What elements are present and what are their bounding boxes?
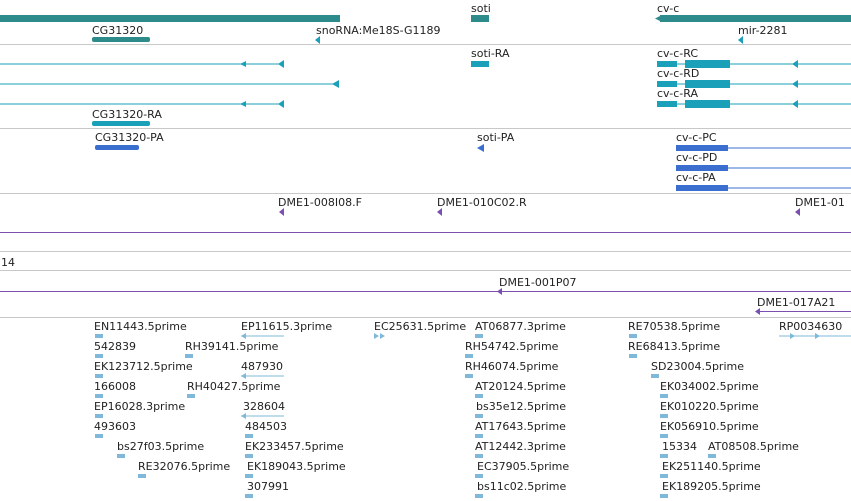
protein-cv-c-pa[interactable] [676, 185, 728, 191]
est-label: AT20124.5prime [475, 380, 566, 393]
est-labels: EN11443.5prime EP11615.3prime EC25631.5p… [94, 320, 842, 493]
est-label: bs11c02.5prime [477, 480, 567, 493]
est-label: AT06877.3prime [475, 320, 566, 333]
transcript-cv-c-ra[interactable] [685, 100, 730, 108]
est-label: RE32076.5prime [138, 460, 230, 473]
gene-label-soti: soti [471, 2, 491, 15]
protein-cv-c-pc[interactable] [676, 145, 728, 151]
est-label: EN11443.5prime [94, 320, 187, 333]
label-clone-3: DME1-01 [795, 196, 845, 209]
est-label: bs27f03.5prime [117, 440, 204, 453]
est-label: AT17643.5prime [475, 420, 566, 433]
label-cv-c-rd: cv-c-RD [657, 67, 699, 80]
transcript-labels: soti-RA cv-c-RC cv-c-RD cv-c-RA CG31320-… [92, 47, 699, 121]
protein-soti-pa[interactable] [477, 144, 484, 152]
est-label: RH54742.5prime [465, 340, 559, 353]
protein-track [95, 144, 851, 191]
est-label: EK010220.5prime [660, 400, 759, 413]
gene-soti[interactable] [471, 15, 489, 22]
gene-label-cg31320: CG31320 [92, 24, 143, 37]
protein-cv-c-pd[interactable] [676, 165, 728, 171]
label-cg31320-ra: CG31320-RA [92, 108, 162, 121]
est-label: RH46074.5prime [465, 360, 559, 373]
est-label: 493603 [94, 420, 136, 433]
label-contig-2: DME1-017A21 [757, 296, 835, 309]
est-label: EP11615.3prime [241, 320, 332, 333]
est-track [95, 333, 851, 498]
est-label: RP0034630 [779, 320, 842, 333]
label-contig-1: DME1-001P07 [499, 276, 577, 289]
gene-track: soti cv-c CG31320 snoRNA:Me18S-G1189 mir… [0, 2, 851, 44]
clone-labels: DME1-008I08.F DME1-010C02.R DME1-01 14 D… [1, 196, 845, 309]
est-label: EK123712.5prime [94, 360, 193, 373]
label-cg31320-pa: CG31320-PA [95, 131, 164, 144]
est-label: RH39141.5prime [185, 340, 279, 353]
label-cv-c-pa: cv-c-PA [676, 171, 716, 184]
est-label: 542839 [94, 340, 136, 353]
gene-cv-c[interactable] [660, 15, 851, 22]
transcript-cv-c-rc[interactable] [685, 60, 730, 68]
label-soti-pa: soti-PA [477, 131, 515, 144]
label-cv-c-pd: cv-c-PD [676, 151, 717, 164]
transcript-cv-c-rd[interactable] [685, 80, 730, 88]
protein-labels: CG31320-PA soti-PA cv-c-PC cv-c-PD cv-c-… [95, 131, 717, 184]
gene-label-mir: mir-2281 [738, 24, 788, 37]
gene-label-snorna: snoRNA:Me18S-G1189 [316, 24, 440, 37]
clone-track [0, 208, 851, 315]
est-label: RE68413.5prime [628, 340, 720, 353]
est-label: RH40427.5prime [187, 380, 281, 393]
est-label: EK034002.5prime [660, 380, 759, 393]
est-label: EK189205.5prime [662, 480, 761, 493]
label-cv-c-rc: cv-c-RC [657, 47, 698, 60]
label-soti-ra: soti-RA [471, 47, 510, 60]
protein-cg31320-pa[interactable] [95, 145, 139, 150]
est-label: EP16028.3prime [94, 400, 185, 413]
transcript-soti-ra[interactable] [471, 61, 489, 67]
est-label: 487930 [241, 360, 283, 373]
est-label: AT12442.3prime [475, 440, 566, 453]
label-number: 14 [1, 256, 15, 269]
est-label: EC25631.5prime [374, 320, 466, 333]
est-label: 15334 [662, 440, 697, 453]
label-cv-c-pc: cv-c-PC [676, 131, 717, 144]
est-label: bs35e12.5prime [476, 400, 566, 413]
gene-bar-left[interactable] [0, 15, 340, 22]
transcript-cg31320-ra[interactable] [92, 121, 150, 126]
est-label: SD23004.5prime [651, 360, 744, 373]
est-label: EK251140.5prime [662, 460, 761, 473]
est-label: EK056910.5prime [660, 420, 759, 433]
gene-cg31320[interactable] [92, 37, 150, 42]
label-clone-1: DME1-008I08.F [278, 196, 362, 209]
transcript-track [0, 60, 851, 126]
label-cv-c-ra: cv-c-RA [657, 87, 698, 100]
est-label: AT08508.5prime [708, 440, 799, 453]
est-label: 307991 [247, 480, 289, 493]
label-clone-2: DME1-010C02.R [437, 196, 527, 209]
est-label: EK189043.5prime [247, 460, 346, 473]
est-label: 328604 [243, 400, 285, 413]
est-label: 484503 [245, 420, 287, 433]
gene-label-cv-c: cv-c [657, 2, 679, 15]
track-dividers [0, 44, 851, 318]
est-label: 166008 [94, 380, 136, 393]
est-label: EK233457.5prime [245, 440, 344, 453]
est-label: EC37905.5prime [477, 460, 569, 473]
est-label: RE70538.5prime [628, 320, 720, 333]
